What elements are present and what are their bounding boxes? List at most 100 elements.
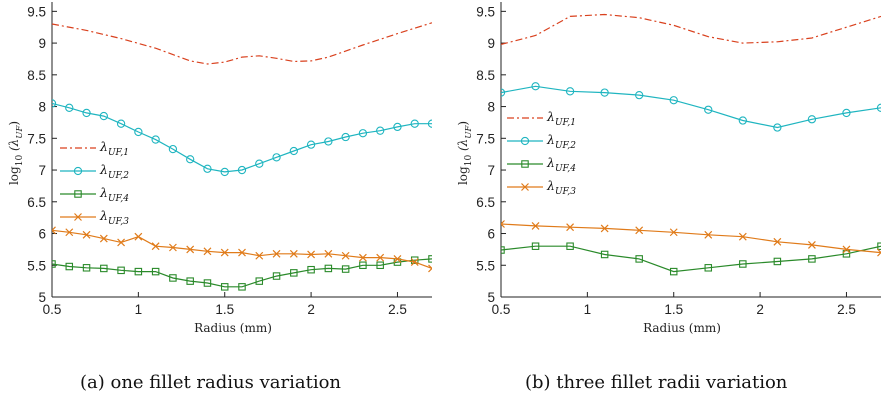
data-point bbox=[393, 254, 402, 263]
data-point bbox=[635, 255, 643, 263]
data-point bbox=[565, 87, 575, 96]
x-tick-label: 2.5 bbox=[837, 302, 856, 317]
data-point bbox=[341, 132, 350, 142]
data-point bbox=[203, 279, 212, 287]
data-point bbox=[807, 241, 816, 249]
data-point bbox=[600, 224, 609, 233]
series-line bbox=[501, 245, 881, 273]
data-point bbox=[358, 129, 368, 138]
x-tick-label: 0.5 bbox=[492, 302, 511, 317]
data-point bbox=[566, 223, 575, 232]
data-point bbox=[635, 226, 644, 235]
x-tick-label: 2 bbox=[307, 302, 315, 317]
legend-label: λUF,3 bbox=[546, 178, 576, 197]
legend-label: λUF,2 bbox=[546, 132, 576, 151]
data-point bbox=[82, 108, 91, 118]
x-tick-label: 1 bbox=[584, 302, 592, 317]
series-uf1 bbox=[52, 22, 432, 65]
legend-marker bbox=[74, 190, 82, 198]
series-uf4 bbox=[52, 255, 432, 291]
data-point bbox=[168, 144, 178, 154]
data-point bbox=[151, 267, 160, 276]
legend-label: λUF,2 bbox=[99, 162, 129, 181]
data-point bbox=[376, 253, 385, 262]
data-point bbox=[738, 116, 747, 125]
data-point bbox=[341, 251, 350, 260]
y-tick-label: 7.5 bbox=[476, 131, 495, 146]
data-point bbox=[169, 274, 177, 282]
data-point bbox=[739, 260, 747, 268]
data-point bbox=[82, 264, 91, 272]
series-line bbox=[501, 13, 881, 45]
data-point bbox=[773, 123, 782, 132]
data-point bbox=[410, 258, 419, 267]
data-point bbox=[842, 108, 851, 118]
data-point bbox=[501, 220, 505, 228]
data-point bbox=[117, 238, 126, 247]
series-uf3 bbox=[501, 220, 881, 257]
y-tick-label: 6 bbox=[38, 227, 46, 242]
legend: λUF,1 λUF,2 λUF,4 λUF,3 bbox=[507, 109, 576, 197]
data-point bbox=[704, 264, 713, 272]
data-point bbox=[306, 140, 316, 149]
data-point bbox=[669, 267, 678, 276]
data-point bbox=[410, 119, 419, 128]
data-point bbox=[290, 269, 298, 277]
data-point bbox=[324, 264, 333, 273]
data-point bbox=[341, 265, 350, 273]
data-point bbox=[168, 243, 177, 252]
data-point bbox=[307, 265, 315, 274]
data-point bbox=[324, 249, 333, 258]
y-tick-label: 9.5 bbox=[27, 4, 46, 19]
legend-label: λUF,4 bbox=[546, 155, 576, 174]
data-point bbox=[272, 272, 281, 280]
data-point bbox=[220, 283, 229, 291]
data-point bbox=[52, 99, 57, 108]
series-uf3 bbox=[52, 226, 432, 273]
data-point bbox=[117, 266, 125, 275]
series-uf2 bbox=[501, 82, 881, 132]
data-point bbox=[99, 234, 108, 243]
data-point bbox=[100, 264, 108, 273]
legend-marker bbox=[74, 213, 82, 221]
data-point bbox=[237, 165, 247, 175]
x-tick-label: 1.5 bbox=[215, 302, 234, 317]
y-tick-label: 8.5 bbox=[27, 68, 46, 83]
chart-panel-b: 5 5.5 6 6.5 7 7.5 8 8.5 9 9.5 0.5 1 1.5 2 2.5 Radius (m… bbox=[456, 2, 881, 335]
y-tick-label: 8 bbox=[487, 100, 495, 115]
data-point bbox=[238, 248, 246, 257]
y-tick-label: 5.5 bbox=[476, 258, 495, 273]
data-point bbox=[134, 127, 143, 137]
x-tick-label: 1.5 bbox=[664, 302, 683, 317]
x-tick-label: 1 bbox=[135, 302, 143, 317]
data-point bbox=[566, 242, 574, 250]
data-point bbox=[704, 105, 713, 114]
y-tick-label: 6.5 bbox=[476, 195, 495, 210]
data-point bbox=[427, 119, 432, 128]
series-line bbox=[501, 85, 881, 129]
caption-b: (b) three fillet radii variation bbox=[525, 372, 788, 393]
data-point bbox=[289, 146, 298, 156]
data-point bbox=[65, 103, 74, 112]
legend-marker bbox=[520, 136, 530, 146]
data-point bbox=[842, 250, 851, 258]
data-point bbox=[116, 119, 126, 128]
y-axis-label: log10 (λUF) bbox=[7, 121, 25, 185]
data-point bbox=[324, 137, 333, 146]
data-point bbox=[428, 264, 432, 273]
data-point bbox=[65, 262, 74, 271]
data-point bbox=[876, 103, 881, 112]
data-point bbox=[186, 245, 195, 254]
x-tick-label: 2 bbox=[756, 302, 764, 317]
legend-label: λUF,3 bbox=[99, 208, 129, 227]
y-tick-label: 5.5 bbox=[27, 258, 46, 273]
y-tick-label: 7 bbox=[487, 163, 495, 178]
data-point bbox=[501, 246, 505, 254]
data-point bbox=[359, 261, 367, 270]
x-tick-label: 0.5 bbox=[43, 302, 62, 317]
data-point bbox=[255, 277, 264, 285]
data-point bbox=[151, 135, 160, 144]
legend-label: λUF,4 bbox=[99, 185, 129, 204]
legend: λUF,1 λUF,2 λUF,4 λUF,3 bbox=[60, 139, 129, 227]
data-point bbox=[186, 277, 194, 285]
